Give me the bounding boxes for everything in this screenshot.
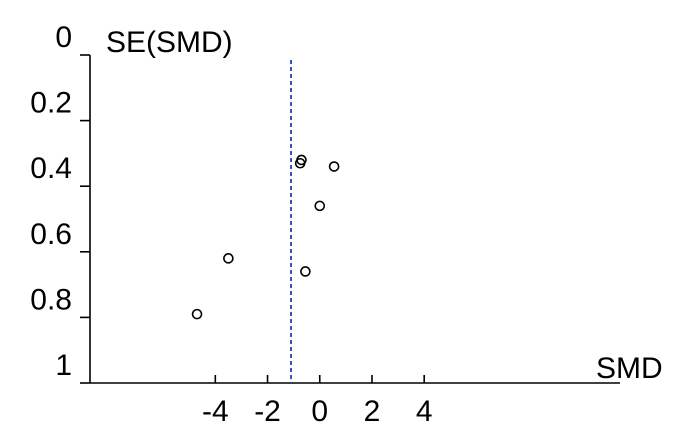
x-tick-label: 4 (416, 395, 433, 426)
y-tick-label: 0 (55, 21, 72, 54)
labels: 0 0.2 0.4 0.6 0.8 1 -4 -2 0 2 4 SE(SMD) SMD (30, 21, 662, 426)
x-tick-label: -2 (254, 395, 281, 426)
data-point (314, 200, 326, 212)
data-point (223, 253, 234, 264)
axes (80, 54, 620, 384)
y-axis-title: SE(SMD) (106, 26, 233, 59)
y-tick-label: 0.6 (30, 218, 72, 251)
data-point (328, 161, 340, 172)
y-tick-label: 1 (55, 349, 72, 382)
x-axis-title: SMD (596, 352, 663, 385)
data-point (191, 308, 203, 320)
x-tick-label: 2 (364, 395, 381, 426)
data-point (300, 266, 311, 277)
y-tick-label: 0.8 (30, 283, 72, 316)
x-tick-label: 0 (311, 395, 328, 426)
y-tick-label: 0.2 (30, 87, 72, 120)
data-point (294, 157, 306, 169)
x-tick-label: -4 (202, 395, 229, 426)
data-points (191, 154, 340, 320)
y-tick-label: 0.4 (30, 152, 72, 185)
